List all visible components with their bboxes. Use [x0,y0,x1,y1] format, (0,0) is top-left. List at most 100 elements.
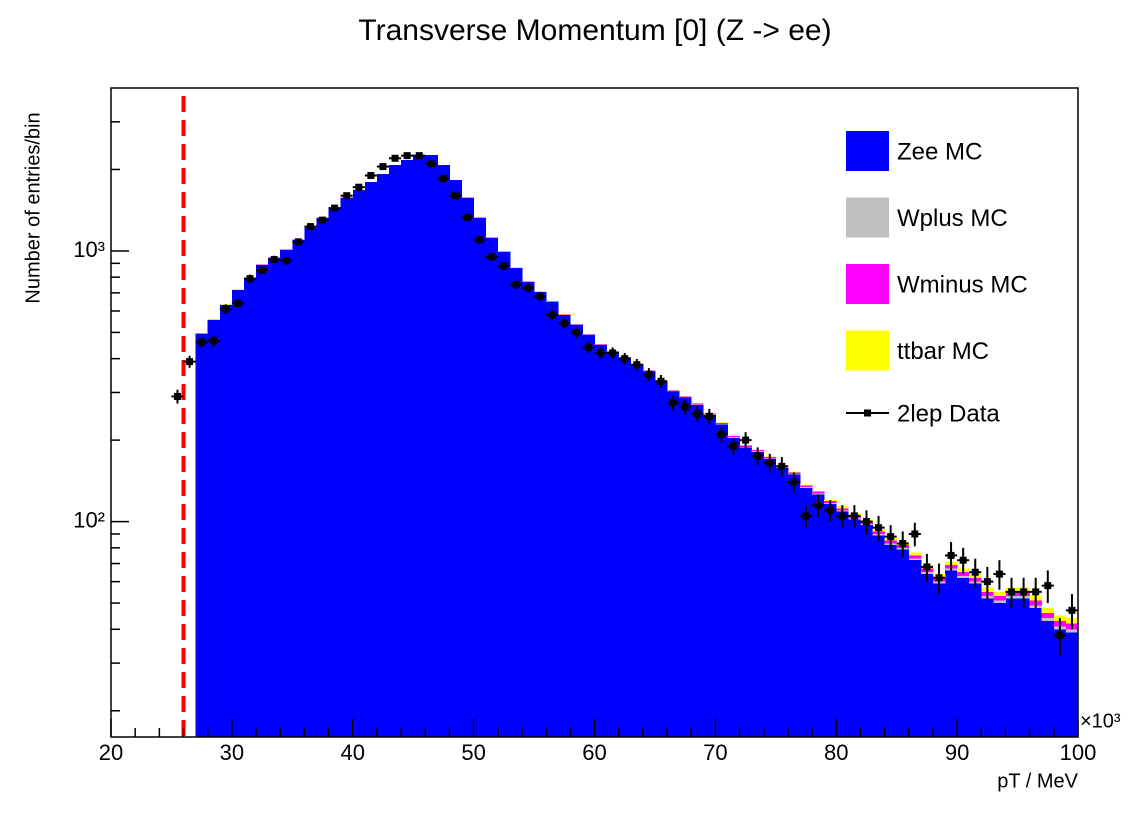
histogram-bar [329,208,341,739]
data-point [682,404,689,411]
data-point [839,512,846,519]
histogram-bar [933,584,945,739]
histogram-bar [945,570,957,739]
data-point [911,530,918,537]
data-point [307,223,314,230]
data-point [766,459,773,466]
histogram-bar [812,494,824,495]
histogram-bar [727,436,739,437]
histogram-bar [316,218,328,739]
legend-swatch [846,331,889,371]
data-point [694,410,701,417]
data-point [1020,588,1027,595]
data-point [718,431,725,438]
data-point [621,355,628,362]
x-tick-label: 90 [945,740,969,765]
histogram-bar [897,549,909,739]
data-point [670,399,677,406]
data-point [222,306,229,313]
data-point [464,214,471,221]
histogram-bar [304,228,316,739]
data-point [271,256,278,263]
histogram-bar [909,560,921,739]
legend-swatch [846,131,889,171]
data-point [355,184,362,191]
x-tick-label: 30 [220,740,244,765]
data-point [343,192,350,199]
legend-label: Zee MC [897,138,982,165]
histogram-bar [740,447,752,739]
data-point [863,518,870,525]
legend-marker [864,410,871,417]
data-point [440,175,447,182]
data-point [247,275,254,282]
histogram-bar [691,404,703,405]
histogram-bar [619,358,631,739]
histogram-bar [256,265,268,739]
data-point [1032,588,1039,595]
x-multiplier: ×10³ [1080,710,1121,732]
data-point [887,533,894,540]
histogram-bar [655,382,667,739]
data-point [512,281,519,288]
data-point [198,339,205,346]
histogram-bar [425,155,437,739]
histogram-bar [208,320,220,739]
x-axis-label: pT / MeV [997,770,1078,792]
histogram-bar [522,282,534,739]
histogram-bar [679,398,691,739]
legend-label: Wminus MC [897,271,1028,298]
data-point [525,284,532,291]
histogram-bar [558,315,570,739]
histogram-bar [667,391,679,392]
histogram-bar [981,598,993,739]
data-point [633,361,640,368]
data-point [488,253,495,260]
data-point [186,358,193,365]
data-point [295,238,302,245]
histogram-bar [498,252,510,739]
histogram-bar [788,472,800,473]
data-point [645,371,652,378]
histogram-bar [643,372,655,739]
data-point [573,329,580,336]
data-point [657,378,664,385]
data-point [984,578,991,585]
data-point [754,452,761,459]
data-point [452,192,459,199]
data-point [585,344,592,351]
histogram-bar [727,437,739,438]
data-point [948,552,955,559]
histogram-bar [909,555,921,558]
data-point [597,349,604,356]
histogram-bar [631,365,643,739]
data-point [367,172,374,179]
data-point [996,571,1003,578]
data-point [537,293,544,300]
histogram-bar [788,475,800,739]
data-point [815,502,822,509]
x-tick-label: 60 [582,740,606,765]
y-tick-label: 10² [73,507,105,532]
histogram-bar [993,592,1005,596]
histogram-bar [196,334,208,739]
histogram-bar [1042,608,1054,613]
data-point [392,155,399,162]
x-tick-label: 20 [99,740,123,765]
histogram-bar [957,576,969,578]
histogram-bar [909,559,921,561]
x-tick-label: 70 [703,740,727,765]
data-point [803,512,810,519]
histogram-bar [268,258,280,739]
y-axis-label: Number of entries/bin [22,112,44,303]
histogram-bar [800,485,812,487]
data-point [561,320,568,327]
histogram-bar [486,238,498,739]
histogram-bar [860,525,872,739]
histogram-bar [292,240,304,739]
x-tick-label: 40 [341,740,365,765]
data-point [428,160,435,167]
data-point [875,524,882,531]
histogram-bar [909,552,921,555]
